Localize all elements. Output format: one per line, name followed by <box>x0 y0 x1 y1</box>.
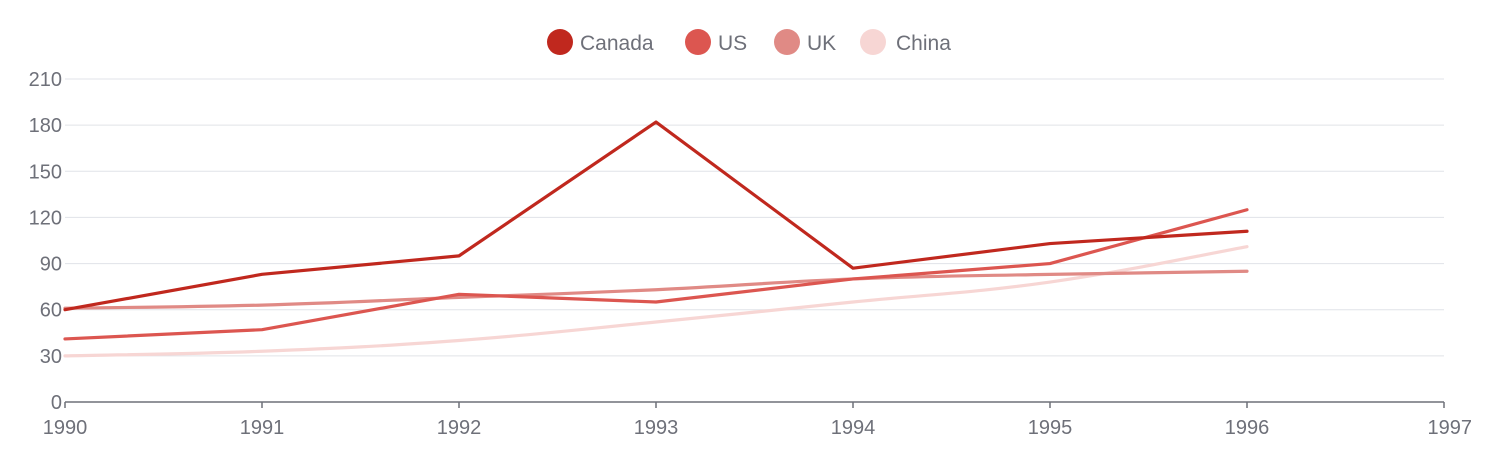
y-tick-label: 0 <box>51 392 62 414</box>
x-tick-label: 1996 <box>1225 417 1270 439</box>
y-tick-label: 180 <box>29 115 62 137</box>
series-line-uk <box>63 269 1249 310</box>
legend-item-china[interactable]: China <box>860 29 951 55</box>
legend-label: UK <box>807 32 836 55</box>
x-tick-label: 1991 <box>240 417 285 439</box>
legend-marker <box>774 29 800 55</box>
x-tick-label: 1993 <box>634 417 679 439</box>
legend-item-canada[interactable]: Canada <box>547 29 654 55</box>
x-tick-label: 1990 <box>43 417 88 439</box>
legend-label: China <box>896 32 951 55</box>
legend-marker <box>860 29 886 55</box>
y-tick-label: 60 <box>40 300 62 322</box>
legend-item-us[interactable]: US <box>685 29 747 55</box>
y-tick-label: 30 <box>40 346 62 368</box>
x-tick-label: 1995 <box>1028 417 1073 439</box>
series-line-canada <box>63 120 1249 312</box>
x-tick-label: 1997 <box>1428 417 1473 439</box>
y-tick-label: 90 <box>40 254 62 276</box>
legend-label: US <box>718 32 747 55</box>
y-tick-label: 150 <box>29 161 62 183</box>
series-lines <box>63 120 1249 358</box>
legend[interactable]: Canada US UK China <box>547 29 951 55</box>
grid <box>65 78 1444 357</box>
legend-label: Canada <box>580 32 654 55</box>
legend-marker <box>685 29 711 55</box>
x-tick-label: 1992 <box>437 417 482 439</box>
series-line-china <box>63 245 1249 358</box>
legend-item-uk[interactable]: UK <box>774 29 836 55</box>
y-tick-label: 120 <box>29 207 62 229</box>
series-line-us <box>63 208 1249 341</box>
y-tick-label: 210 <box>29 69 62 91</box>
legend-marker <box>547 29 573 55</box>
x-tick-label: 1994 <box>831 417 876 439</box>
axes: 0 30 60 90 120 150 180 210 1990 1991 1992 1993 1994 1… <box>29 69 1472 439</box>
